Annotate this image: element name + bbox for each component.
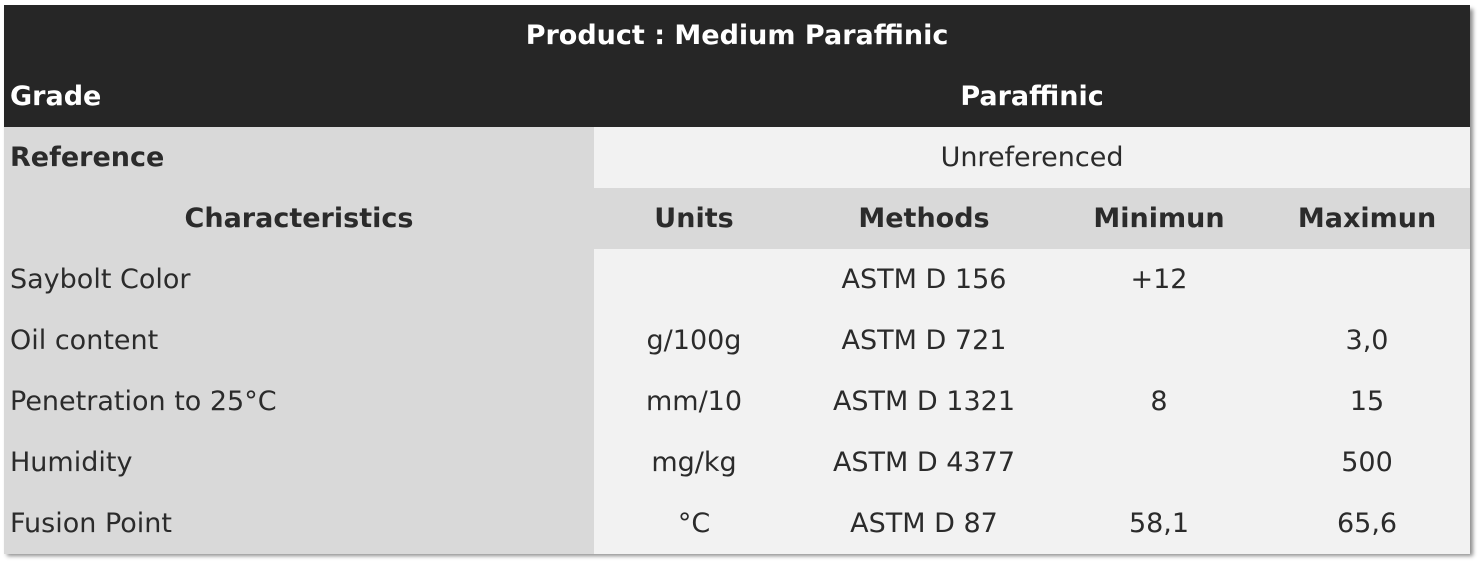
row-method: ASTM D 4377 bbox=[794, 432, 1054, 493]
row-unit: mg/kg bbox=[594, 432, 794, 493]
table-row: Fusion Point °C ASTM D 87 58,1 65,6 bbox=[4, 493, 1471, 554]
reference-value: Unreferenced bbox=[594, 127, 1471, 188]
row-max: 3,0 bbox=[1264, 310, 1471, 371]
header-minimum: Minimun bbox=[1054, 188, 1264, 249]
row-name: Oil content bbox=[4, 310, 594, 371]
row-min: +12 bbox=[1054, 249, 1264, 310]
row-method: ASTM D 87 bbox=[794, 493, 1054, 554]
row-method: ASTM D 721 bbox=[794, 310, 1054, 371]
row-name: Fusion Point bbox=[4, 493, 594, 554]
product-spec-table: Product : Medium Paraffinic Grade Paraff… bbox=[4, 5, 1471, 554]
header-maximum: Maximun bbox=[1264, 188, 1471, 249]
row-name: Penetration to 25°C bbox=[4, 371, 594, 432]
row-min bbox=[1054, 310, 1264, 371]
row-unit: g/100g bbox=[594, 310, 794, 371]
table-row: Penetration to 25°C mm/10 ASTM D 1321 8 … bbox=[4, 371, 1471, 432]
header-units: Units bbox=[594, 188, 794, 249]
row-max: 65,6 bbox=[1264, 493, 1471, 554]
row-min: 8 bbox=[1054, 371, 1264, 432]
header-characteristics: Characteristics bbox=[4, 188, 594, 249]
table-row: Saybolt Color ASTM D 156 +12 bbox=[4, 249, 1471, 310]
table-row: Humidity mg/kg ASTM D 4377 500 bbox=[4, 432, 1471, 493]
reference-label: Reference bbox=[4, 127, 594, 188]
row-unit: °C bbox=[594, 493, 794, 554]
row-method: ASTM D 156 bbox=[794, 249, 1054, 310]
row-name: Humidity bbox=[4, 432, 594, 493]
row-max: 15 bbox=[1264, 371, 1471, 432]
row-min: 58,1 bbox=[1054, 493, 1264, 554]
table-title: Product : Medium Paraffinic bbox=[4, 5, 1471, 66]
grade-value: Paraffinic bbox=[594, 66, 1471, 127]
table-row: Oil content g/100g ASTM D 721 3,0 bbox=[4, 310, 1471, 371]
row-unit bbox=[594, 249, 794, 310]
row-method: ASTM D 1321 bbox=[794, 371, 1054, 432]
row-name: Saybolt Color bbox=[4, 249, 594, 310]
row-max bbox=[1264, 249, 1471, 310]
grade-label: Grade bbox=[4, 66, 594, 127]
row-unit: mm/10 bbox=[594, 371, 794, 432]
row-min bbox=[1054, 432, 1264, 493]
header-methods: Methods bbox=[794, 188, 1054, 249]
row-max: 500 bbox=[1264, 432, 1471, 493]
